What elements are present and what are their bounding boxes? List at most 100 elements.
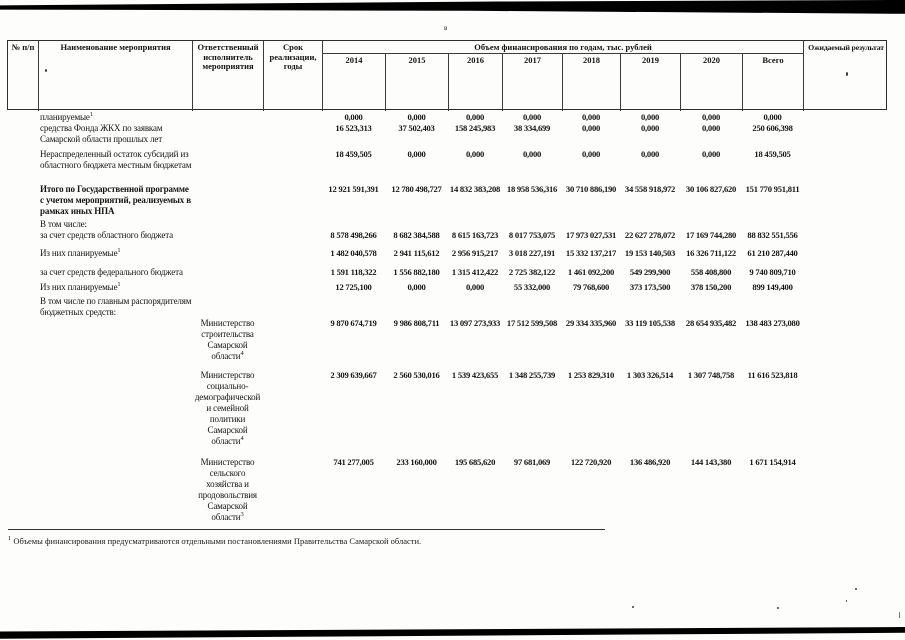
header-period: Срок реализации, годы: [264, 41, 323, 111]
value-cell: 12 780 498,727: [391, 184, 442, 194]
value-cell: 15 332 137,217: [565, 248, 617, 258]
value-cell: 899 149,400: [752, 282, 793, 292]
value-cell: 2 956 915,217: [451, 248, 499, 258]
value-cell: 0,000: [465, 112, 485, 122]
value-cell: 3 018 227,191: [508, 248, 556, 258]
value-cell: 8 615 163,723: [451, 230, 499, 240]
header-expected-result: Ожидаемый результат: [808, 43, 884, 52]
value-cell: 19 153 140,503: [624, 248, 676, 258]
table-row: средства Фонда ЖКХ по заявкам Самарской …: [7, 123, 887, 145]
header-year-total: Всего: [743, 54, 804, 111]
table-row: Министерство строительства Самарской обл…: [7, 318, 887, 362]
value-cell: 16 326 711,122: [686, 248, 736, 258]
value-cell: 33 119 105,538: [625, 318, 675, 328]
value-cell: 22 627 278,072: [624, 230, 676, 240]
footnote: 1 Объемы финансирования предусматриваютс…: [8, 535, 422, 546]
value-cell: 9 740 809,710: [749, 267, 796, 277]
scan-noise-speck: [632, 606, 634, 608]
value-cell: 0,000: [640, 123, 660, 133]
value-cell: 18 459,505: [335, 149, 372, 159]
row-label: Министерство строительства Самарской обл…: [200, 318, 255, 361]
row-label: Министерство социально-демографической и…: [194, 370, 261, 446]
value-cell: 0,000: [522, 149, 542, 159]
value-cell: 136 486,920: [629, 457, 671, 467]
header-year-2020: 2020: [681, 54, 743, 111]
row-label: Из них планируемые1: [40, 281, 121, 292]
value-cell: 0,000: [465, 282, 485, 292]
row-label: Итого по Государственной программе с уче…: [40, 184, 191, 216]
value-cell: 17 512 599,508: [506, 318, 558, 328]
value-cell: 2 309 639,667: [330, 370, 377, 380]
value-cell: 1 253 829,310: [567, 370, 615, 380]
value-cell: 0,000: [581, 112, 601, 122]
value-cell: 8 017 753,075: [508, 230, 556, 240]
header-year-2017: 2017: [503, 54, 563, 111]
value-cell: 55 332,000: [513, 282, 551, 292]
value-cell: 2 560 530,016: [393, 370, 440, 380]
footnote-divider: [8, 529, 605, 530]
value-cell: 549 299,900: [629, 267, 671, 277]
value-cell: 378 150,200: [690, 282, 732, 292]
scan-edge-top: [0, 0, 905, 14]
value-cell: 0,000: [701, 149, 721, 159]
value-cell: 8 578 498,266: [330, 230, 377, 240]
header-year-2019: 2019: [621, 54, 681, 111]
row-label: В том числе:: [40, 219, 87, 229]
value-cell: 0,000: [763, 112, 782, 122]
value-cell: 14 832 383,208: [449, 184, 501, 194]
header-num: № п/п: [8, 41, 39, 111]
table-row: В том числе по главным распорядителям бю…: [7, 296, 887, 318]
table-row: Министерство сельского хозяйства и продо…: [7, 457, 887, 523]
value-cell: 144 143,380: [690, 457, 732, 467]
row-label: за счет средств областного бюджета: [40, 230, 173, 240]
value-cell: 1 303 326,514: [626, 370, 674, 380]
header-year-2014: 2014: [323, 54, 386, 111]
footnote-ref: 1: [117, 281, 121, 288]
table-row: Нераспределенный остаток субсидий из обл…: [7, 149, 887, 171]
footnote-ref: 1: [117, 247, 121, 254]
footnote-text: Объемы финансирования предусматриваются …: [11, 536, 422, 546]
table-row: за счет средств областного бюджета 8 578 …: [7, 230, 887, 241]
value-cell: 0,000: [581, 123, 601, 133]
value-cell: 158 245,983: [454, 123, 496, 133]
table-row: Из них планируемые1 1 482 040,578 2 941 11…: [7, 247, 887, 259]
value-cell: 0,000: [640, 149, 660, 159]
scan-noise-speck: [846, 72, 848, 76]
value-cell: 741 277,005: [333, 457, 374, 467]
row-label: планируемые1: [40, 111, 93, 122]
value-cell: 28 654 935,482: [685, 318, 737, 328]
value-cell: 29 334 335,960: [565, 318, 617, 328]
page-mark: в: [444, 24, 448, 32]
value-cell: 0,000: [344, 112, 363, 122]
row-label: В том числе по главным распорядителям бю…: [40, 296, 192, 317]
value-cell: 0,000: [701, 112, 721, 122]
header-year-2016: 2016: [449, 54, 503, 111]
value-cell: 8 682 384,588: [393, 230, 440, 240]
scan-noise-speck: [855, 588, 857, 590]
value-cell: 17 169 744,280: [685, 230, 737, 240]
value-cell: 97 681,069: [513, 457, 551, 467]
value-cell: 79 768,600: [572, 282, 610, 292]
footnote-ref: 3: [240, 511, 244, 518]
value-cell: 1 539 423,655: [451, 370, 499, 380]
table-row: планируемые1 0,000 0,000 0,000 0,000 0,000 0,0…: [7, 111, 887, 123]
value-cell: 11 616 523,818: [747, 370, 798, 380]
value-cell: 122 720,920: [570, 457, 612, 467]
table-header: № п/п Наименование мероприятия Ответстве…: [7, 40, 887, 111]
value-cell: 30 106 827,620: [685, 184, 737, 194]
value-cell: 0,000: [407, 149, 426, 159]
table-row: Из них планируемые1 12 725,100 0,000 0,000 5…: [7, 281, 887, 293]
row-label: Нераспределенный остаток субсидий из обл…: [40, 149, 192, 170]
table-row: Итого по Государственной программе с уче…: [7, 184, 887, 217]
value-cell: 16 523,313: [335, 123, 372, 133]
value-cell: 1 348 255,739: [508, 370, 556, 380]
value-cell: 1 556 882,180: [393, 267, 440, 277]
row-label: средства Фонда ЖКХ по заявкам Самарской …: [40, 123, 163, 144]
value-cell: 34 558 918,972: [624, 184, 676, 194]
scan-edge-bottom: [0, 627, 905, 639]
value-cell: 151 770 951,811: [745, 184, 800, 194]
footnote-marker: 1: [8, 535, 12, 543]
header-funding-group: Объем финансирования по годам, тыс. рубл…: [323, 41, 804, 54]
table-body: планируемые1 0,000 0,000 0,000 0,000 0,000 0,0…: [7, 110, 887, 523]
value-cell: 1 307 748,758: [687, 370, 735, 380]
